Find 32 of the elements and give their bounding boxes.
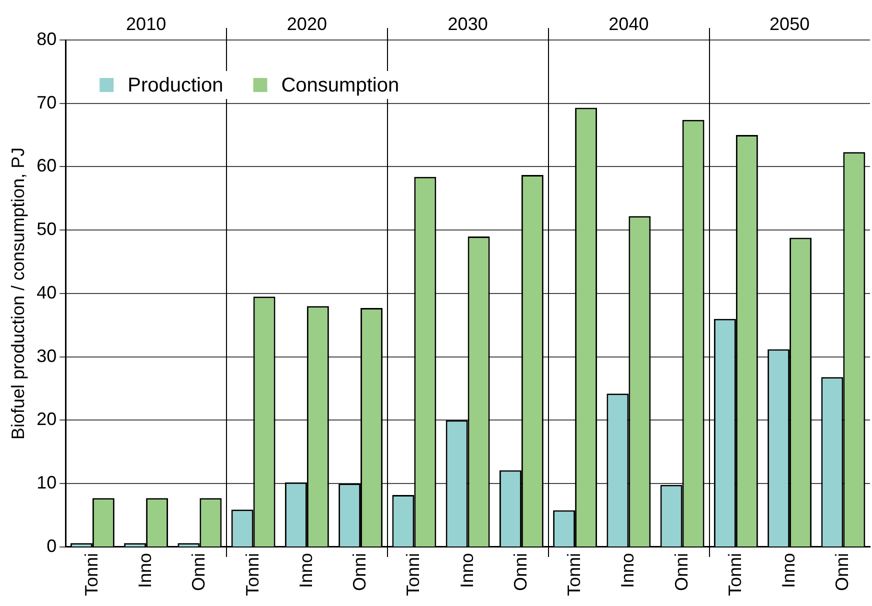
x-tick-label: Inno (296, 552, 316, 588)
y-tick-label: 70 (36, 92, 57, 112)
x-tick-label: Tonni (81, 552, 102, 596)
x-tick-label: Inno (456, 552, 477, 588)
x-tick-label: Tonni (403, 552, 424, 596)
x-tick-label: Onni (350, 552, 370, 591)
y-tick-label: 50 (36, 219, 57, 240)
y-tick-label: 10 (36, 472, 57, 493)
x-tick-label: Onni (671, 552, 692, 591)
x-tick-label: Inno (778, 552, 799, 588)
x-tick-label: Tonni (724, 552, 745, 596)
y-tick-label: 0 (46, 536, 57, 556)
text: 2030 (448, 14, 488, 34)
x-tick-label: Onni (188, 552, 209, 591)
text: 2050 (770, 14, 810, 34)
y-tick-label: 40 (36, 282, 57, 302)
y-tick-label: 20 (36, 409, 57, 430)
x-tick-label: Tonni (564, 552, 584, 596)
text: 2020 (286, 14, 327, 34)
legend-label: Consumption (281, 74, 400, 97)
x-tick-label: Inno (618, 552, 638, 588)
x-tick-label: Tonni (242, 552, 262, 596)
x-tick-label: Onni (832, 552, 852, 591)
legend-label: Production (128, 74, 224, 97)
x-tick-label: Onni (510, 552, 530, 591)
y-tick-label: 60 (36, 156, 57, 176)
x-tick-label: Inno (135, 552, 156, 588)
text: 2040 (608, 14, 649, 34)
y-tick-label: 30 (36, 346, 57, 366)
text: 2010 (126, 14, 166, 34)
y-axis-title: Biofuel production / consumption, PJ (8, 147, 28, 440)
y-tick-label: 80 (36, 28, 57, 49)
